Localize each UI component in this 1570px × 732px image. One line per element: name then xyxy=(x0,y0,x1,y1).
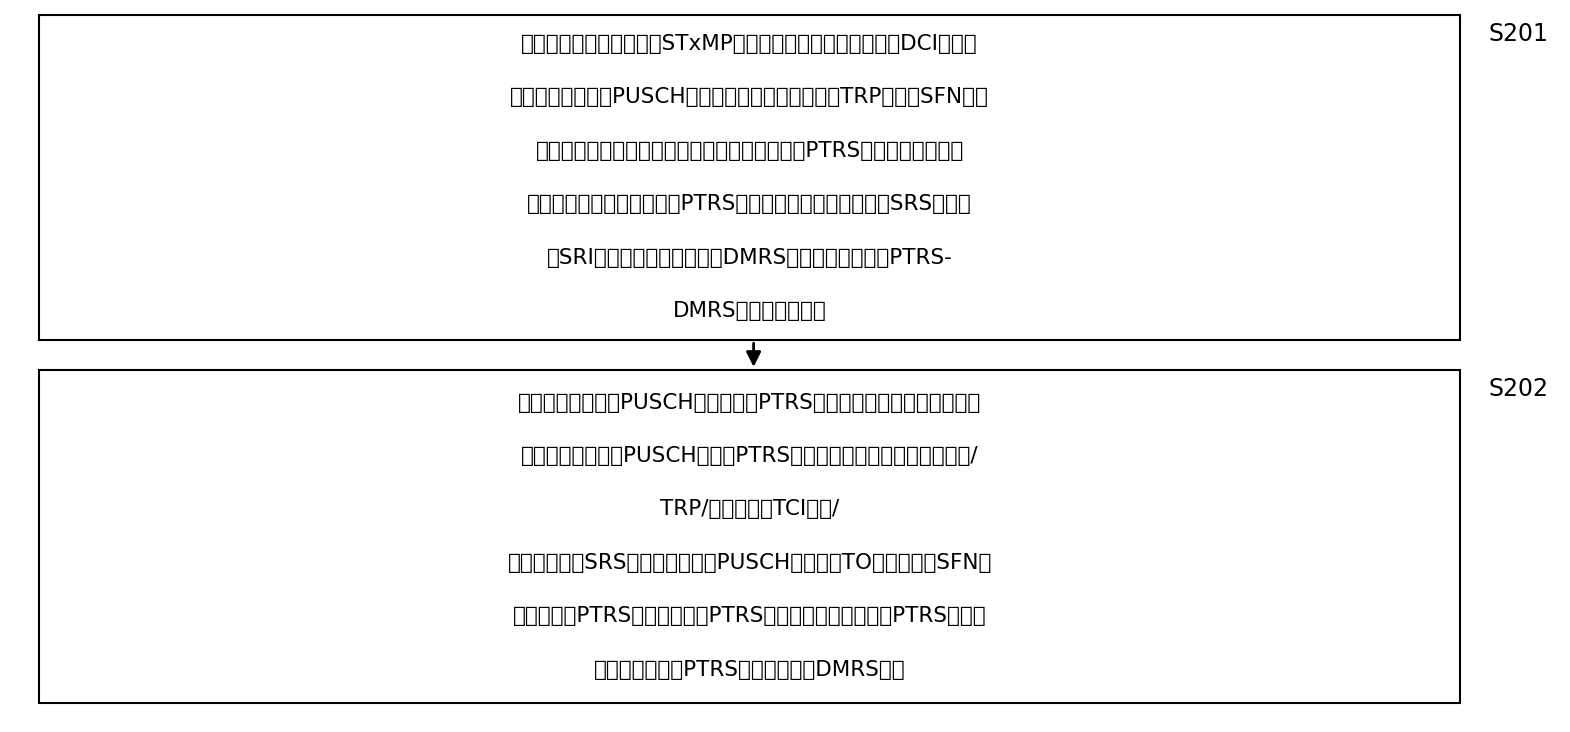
Text: 上行多天线面板同时传输STxMP场景下基于单个下行控制信息DCI调度的: 上行多天线面板同时传输STxMP场景下基于单个下行控制信息DCI调度的 xyxy=(521,34,978,54)
Text: 示SRI指示域、解调参考信号DMRS端口指示域，以及PTRS-: 示SRI指示域、解调参考信号DMRS端口指示域，以及PTRS- xyxy=(546,247,953,268)
Text: 输方式进行PTRS的发送，其中PTRS实际发送参数包括实际PTRS端口数: 输方式进行PTRS的发送，其中PTRS实际发送参数包括实际PTRS端口数 xyxy=(513,606,986,627)
FancyBboxPatch shape xyxy=(39,370,1460,703)
Text: 对于基于非码本的PUSCH传输，基于PTRS相关的传输配置信息和预设协: 对于基于非码本的PUSCH传输，基于PTRS相关的传输配置信息和预设协 xyxy=(518,392,981,413)
Text: 探测参考信号SRS资源集合对应的PUSCH传输时机TO上分别按照SFN传: 探测参考信号SRS资源集合对应的PUSCH传输时机TO上分别按照SFN传 xyxy=(507,553,992,573)
Text: 物理上行共享信道PUSCH在网络调度多传输和接收点TRP单频网SFN传输: 物理上行共享信道PUSCH在网络调度多传输和接收点TRP单频网SFN传输 xyxy=(510,87,989,108)
FancyBboxPatch shape xyxy=(39,15,1460,340)
Text: DMRS关联关系指示域: DMRS关联关系指示域 xyxy=(674,301,826,321)
Text: 议规则确定的用于PUSCH传输的PTRS实际发送参数，在不同天线面板/: 议规则确定的用于PUSCH传输的PTRS实际发送参数，在不同天线面板/ xyxy=(521,446,978,466)
Text: 方式下，接收网络设备发送的相位跟踪参考信号PTRS相关的传输配置信: 方式下，接收网络设备发送的相位跟踪参考信号PTRS相关的传输配置信 xyxy=(535,141,964,161)
Text: S201: S201 xyxy=(1488,22,1548,46)
Text: S202: S202 xyxy=(1488,377,1548,401)
Text: 、以及实际发送PTRS端口所使用的DMRS端口: 、以及实际发送PTRS端口所使用的DMRS端口 xyxy=(593,660,906,680)
Text: TRP/不同的波束TCI状态/: TRP/不同的波束TCI状态/ xyxy=(659,499,840,520)
Text: 息，其中传输配置信息包括PTRS最大端口数、探测参考信号SRS资源指: 息，其中传输配置信息包括PTRS最大端口数、探测参考信号SRS资源指 xyxy=(528,194,972,214)
